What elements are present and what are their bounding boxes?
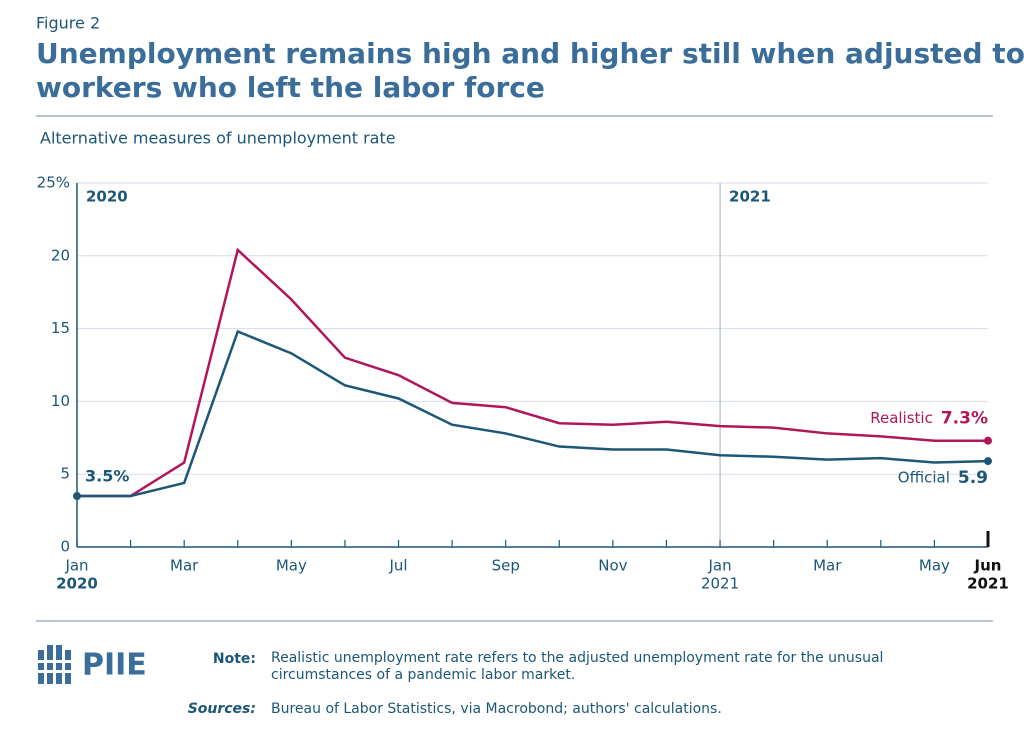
figure-label: Figure 2 [36, 14, 100, 33]
period-label: 2020 [86, 188, 128, 206]
value-label: 3.5% [85, 467, 129, 486]
series-name: Official [898, 469, 950, 487]
logo-icon [36, 645, 74, 684]
x-year-label: 2021 [701, 575, 739, 593]
series-line [77, 247, 988, 498]
y-tick-label: 0 [60, 538, 70, 556]
x-tick-label: Sep [492, 557, 520, 575]
y-tick-label: 20 [51, 246, 70, 264]
note: Realistic unemployment rate refers to th… [271, 650, 884, 683]
x-tick-label: Mar [813, 557, 842, 575]
x-tick-label: Mar [170, 557, 199, 575]
point [984, 436, 992, 445]
point [73, 492, 81, 501]
sources-label: Sources: [188, 701, 256, 717]
chart-title: Unemployment remains high and higher sti… [36, 37, 1024, 104]
x-tick-label: Nov [598, 557, 627, 575]
point [984, 457, 992, 466]
series-name: Realistic [870, 409, 933, 427]
value-label: 5.9 [958, 468, 988, 488]
x-tick-label: May [276, 557, 307, 575]
note-label: Note: [213, 651, 256, 667]
chart-subtitle: Alternative measures of unemployment rat… [40, 129, 396, 148]
x-year-label: 2020 [56, 575, 98, 593]
title-line: workers who left the labor force [36, 71, 545, 104]
series-line [77, 329, 989, 498]
y-tick-label: 15 [51, 319, 70, 337]
y-tick-label: 5 [60, 465, 70, 483]
title-line: Unemployment remains high and higher sti… [36, 37, 1024, 70]
x-tick-label: Jan [707, 557, 731, 575]
period-label: 2021 [729, 188, 771, 206]
x-tick-label: Jan [64, 557, 88, 575]
x-tick-label: Jun [974, 557, 1002, 575]
note-box: Realistic unemployment rate refers to th… [271, 650, 884, 683]
x-year-label: 2021 [967, 575, 1009, 593]
value-label: 7.3% [941, 409, 988, 429]
y-tick-label: 25% [37, 174, 70, 192]
y-tick-label: 10 [51, 392, 70, 410]
logo-text: PIIE [82, 648, 147, 683]
x-tick-label: Jul [388, 557, 407, 575]
sources: Bureau of Labor Statistics, via Macrobon… [271, 701, 722, 717]
x-tick-label: May [919, 557, 950, 575]
